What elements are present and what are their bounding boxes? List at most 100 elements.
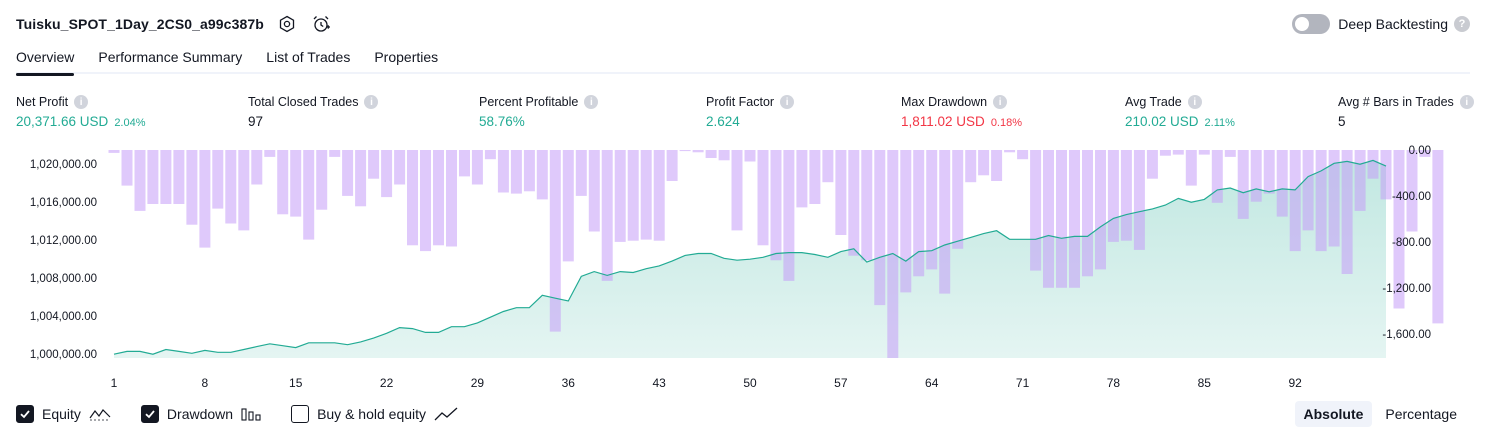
info-icon[interactable]: i [584, 95, 599, 109]
legend-label: Equity [42, 406, 81, 422]
drawdown-bar [848, 150, 860, 256]
metric-net-profit: Net Profit i 20,371.66 USD 2.04% [16, 94, 146, 132]
drawdown-bar [251, 150, 263, 185]
info-icon[interactable]: i [364, 95, 379, 109]
drawdown-bar [1289, 150, 1301, 252]
drawdown-bar [783, 150, 795, 281]
drawdown-bar [1043, 150, 1054, 288]
drawdown-bar [744, 150, 756, 162]
metric-label: Percent Profitable [479, 95, 579, 109]
drawdown-bar [939, 150, 951, 294]
drawdown-bar [1263, 150, 1275, 194]
y-axis-tick-label: 1,000,000.00 [30, 349, 97, 361]
metric-label: Avg # Bars in Trades [1338, 95, 1454, 109]
legend-drawdown[interactable]: Drawdown [140, 405, 261, 423]
x-axis-tick-label: 15 [289, 376, 303, 390]
equity-checkbox[interactable] [16, 405, 34, 423]
drawdown-bar [446, 150, 457, 247]
help-icon[interactable]: ? [1454, 16, 1470, 32]
drawdown-bar [601, 150, 613, 281]
metric-value: 58.76% [479, 114, 525, 129]
info-icon[interactable]: i [1459, 95, 1474, 109]
tab-list-of-trades[interactable]: List of Trades [266, 49, 351, 65]
x-axis-tick-label: 92 [1288, 376, 1302, 390]
drawdown-bar [407, 150, 418, 246]
info-icon[interactable]: i [993, 95, 1008, 109]
x-axis-tick-label: 78 [1107, 376, 1121, 390]
strategy-title: Tuisku_SPOT_1Day_2CS0_a99c387b [16, 16, 264, 32]
legend-label: Buy & hold equity [317, 406, 427, 422]
drawdown-axis-tick-label: -1,200.00 [1382, 283, 1431, 295]
y-axis-tick-label: 1,016,000.00 [30, 197, 97, 209]
x-axis-tick-label: 43 [652, 376, 666, 390]
drawdown-bar [1030, 150, 1042, 271]
legend-buy-hold-equity[interactable]: Buy & hold equity [291, 405, 458, 423]
drawdown-axis-tick-label: -800.00 [1392, 237, 1431, 249]
drawdown-bar [913, 150, 925, 277]
drawdown-bars-icon [241, 406, 261, 422]
drawdown-bar [1380, 150, 1392, 200]
drawdown-bar [368, 150, 380, 179]
drawdown-bar [381, 150, 393, 198]
add-alert-icon[interactable] [310, 13, 332, 35]
drawdown-bar [1276, 150, 1288, 217]
drawdown-bar [277, 150, 289, 215]
drawdown-bar [978, 150, 990, 176]
drawdown-bar [1159, 150, 1171, 156]
mode-absolute[interactable]: Absolute [1294, 401, 1373, 427]
drawdown-checkbox[interactable] [140, 405, 159, 423]
tab-performance-summary[interactable]: Performance Summary [98, 49, 243, 65]
drawdown-bar [1315, 150, 1327, 252]
drawdown-bar [562, 150, 574, 262]
equity-line [113, 159, 1387, 355]
drawdown-bar [1069, 150, 1080, 288]
info-icon[interactable]: i [780, 95, 795, 109]
drawdown-bar [614, 150, 626, 242]
metric-avg-trade: Avg Trade i 210.02 USD 2.11% [1125, 94, 1235, 132]
info-icon[interactable]: i [74, 95, 89, 109]
x-axis-tick-label: 50 [743, 376, 757, 390]
y-axis-tick-label: 1,008,000.00 [30, 273, 97, 285]
drawdown-bar [1250, 150, 1262, 202]
metric-percent: 2.04% [114, 117, 146, 129]
drawdown-bar [861, 150, 873, 261]
drawdown-bar [1107, 150, 1119, 242]
drawdown-bar [705, 150, 717, 158]
drawdown-bar [965, 150, 977, 183]
metric-label: Avg Trade [1125, 95, 1182, 109]
drawdown-bar [238, 150, 250, 231]
drawdown-bar [796, 150, 808, 208]
equity-drawdown-chart[interactable]: 1,000,000.00 1,004,000.00 1,008,000.00 1,01… [0, 140, 1486, 390]
drawdown-bar [497, 150, 509, 193]
drawdown-bar [420, 150, 431, 252]
drawdown-axis-tick-label: -400.00 [1392, 191, 1431, 203]
drawdown-bar [1198, 150, 1210, 155]
drawdown-bar [653, 150, 665, 241]
drawdown-bar [433, 150, 444, 246]
drawdown-axis-tick-label: 0.00 [1409, 145, 1431, 157]
deep-backtesting-label: Deep Backtesting [1338, 16, 1448, 32]
x-axis-tick-label: 29 [471, 376, 485, 390]
metric-label: Total Closed Trades [248, 95, 359, 109]
metric-value: 97 [248, 114, 264, 129]
metric-value: 1,811.02 USD [901, 114, 985, 129]
info-icon[interactable]: i [1187, 95, 1202, 109]
drawdown-bar [549, 150, 561, 332]
drawdown-bar [1172, 150, 1184, 155]
buy-hold-line-icon [434, 406, 458, 422]
x-axis-tick-label: 57 [834, 376, 848, 390]
drawdown-bar [1419, 150, 1431, 157]
drawdown-bar [874, 150, 886, 306]
drawdown-bar [640, 150, 652, 240]
mode-percentage[interactable]: Percentage [1385, 406, 1457, 422]
buy-hold-checkbox[interactable] [291, 405, 310, 423]
settings-icon[interactable] [276, 13, 298, 35]
tab-overview[interactable]: Overview [16, 46, 75, 76]
deep-backtesting-toggle[interactable] [1292, 14, 1331, 34]
drawdown-bar [199, 150, 211, 248]
drawdown-bar [952, 150, 964, 249]
legend-equity[interactable]: Equity [16, 405, 111, 423]
drawdown-bar [523, 150, 535, 192]
tab-properties[interactable]: Properties [374, 49, 439, 65]
drawdown-bar [459, 150, 470, 177]
